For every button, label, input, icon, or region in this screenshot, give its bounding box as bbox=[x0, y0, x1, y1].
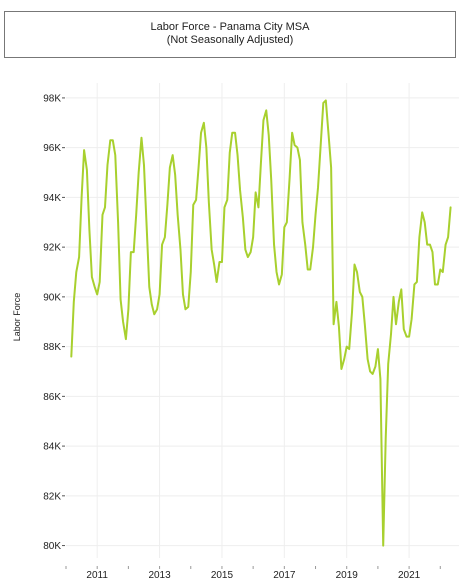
chart-title-box: Labor Force - Panama City MSA (Not Seaso… bbox=[4, 11, 456, 58]
y-tick-label: 84K bbox=[43, 442, 61, 453]
y-tick-label: 80K bbox=[43, 541, 61, 552]
series-layer bbox=[70, 99, 452, 547]
x-tick-label: 2013 bbox=[148, 570, 171, 581]
chart-title: Labor Force - Panama City MSA bbox=[150, 21, 310, 33]
y-tick-label: 82K bbox=[43, 491, 61, 502]
axis-layer: 2011 2013 2015 2017 2019 2021 80K 82K 84K 86K 88K 9… bbox=[43, 93, 441, 581]
y-tick-label: 94K bbox=[43, 193, 61, 204]
labor-force-series-line bbox=[70, 99, 452, 547]
y-tick-label: 98K bbox=[43, 93, 61, 104]
x-tick-label: 2021 bbox=[398, 570, 421, 581]
y-tick-label: 90K bbox=[43, 292, 61, 303]
grid-layer bbox=[66, 83, 459, 558]
x-tick-label: 2015 bbox=[211, 570, 234, 581]
y-tick-label: 86K bbox=[43, 392, 61, 403]
x-tick-label: 2019 bbox=[336, 570, 359, 581]
y-axis-title: Labor Force bbox=[12, 293, 22, 342]
x-tick-label: 2017 bbox=[273, 570, 296, 581]
y-tick-label: 88K bbox=[43, 342, 61, 353]
y-tick-label: 92K bbox=[43, 243, 61, 254]
y-tick-label: 96K bbox=[43, 143, 61, 154]
x-tick-label: 2011 bbox=[86, 570, 108, 581]
chart-subtitle: (Not Seasonally Adjusted) bbox=[166, 34, 294, 46]
